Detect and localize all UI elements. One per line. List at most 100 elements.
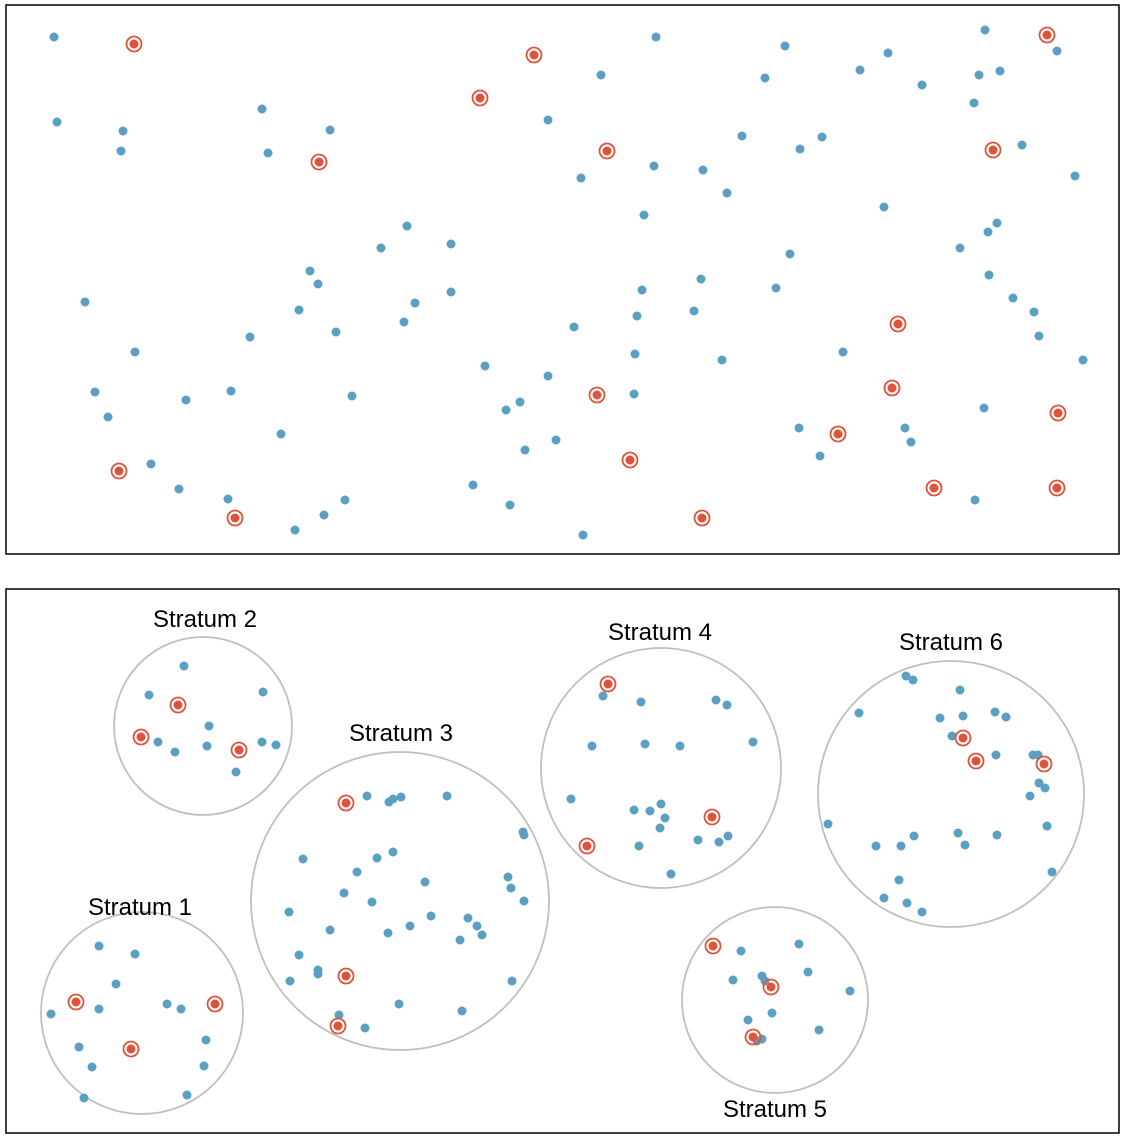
stratum-3-points: [284, 791, 529, 1035]
stratum-point: [179, 661, 189, 671]
population-point: [795, 144, 805, 154]
stratum-4-outline: [540, 647, 782, 889]
selected-point: [525, 46, 543, 64]
stratum-point: [958, 711, 968, 721]
stratum-point: [871, 841, 881, 851]
stratum-selected-point: [337, 967, 355, 985]
stratum-3-label: Stratum 3: [349, 720, 453, 747]
population-point: [446, 239, 456, 249]
selection-ring: [337, 794, 355, 812]
stratum-2-outline: [113, 636, 293, 816]
stratum-point: [79, 1093, 89, 1103]
stratum-point: [360, 1023, 370, 1033]
population-point: [290, 525, 300, 535]
stratum-selected-point: [132, 728, 150, 746]
stratum-point: [722, 700, 732, 710]
stratum-5-points: [704, 937, 855, 1046]
population-point: [955, 243, 965, 253]
population-point: [596, 70, 606, 80]
selected-point: [471, 89, 489, 107]
selected-dot: [230, 513, 240, 523]
selected-point: [925, 479, 943, 497]
stratum-point: [372, 853, 382, 863]
stratum-selected-point: [703, 808, 721, 826]
stratum-point: [1042, 821, 1052, 831]
stratum-point: [384, 797, 394, 807]
population-point: [325, 125, 335, 135]
population-point: [637, 285, 647, 295]
stratum-point: [655, 823, 665, 833]
stratum-point: [917, 907, 927, 917]
selected-dot: [625, 455, 635, 465]
stratum-point: [111, 979, 121, 989]
selected-dot: [475, 93, 485, 103]
population-point: [223, 494, 233, 504]
selected-point: [1049, 404, 1067, 422]
stratum-point: [352, 867, 362, 877]
stratum-point: [285, 976, 295, 986]
stratum-point: [902, 898, 912, 908]
stratum-selected-point: [230, 741, 248, 759]
stratum-selected-point: [578, 837, 596, 855]
population-point: [263, 148, 273, 158]
stratum-point: [896, 841, 906, 851]
stratum-point: [675, 741, 685, 751]
population-point: [917, 80, 927, 90]
population-point: [689, 306, 699, 316]
population-point: [130, 347, 140, 357]
stratum-point: [767, 1008, 777, 1018]
population-point: [1029, 307, 1039, 317]
stratum-point: [1034, 778, 1044, 788]
selection-ring: [1035, 755, 1053, 773]
stratum-point: [87, 1062, 97, 1072]
selected-point: [883, 379, 901, 397]
population-point: [515, 397, 525, 407]
stratum-point: [519, 896, 529, 906]
stratum-point: [935, 713, 945, 723]
population-point: [319, 510, 329, 520]
population-point: [815, 451, 825, 461]
population-point: [760, 73, 770, 83]
selected-dot: [582, 841, 592, 851]
stratum-point: [472, 921, 482, 931]
selection-ring: [310, 153, 328, 171]
population-point: [780, 41, 790, 51]
population-point: [984, 270, 994, 280]
stratum-point: [507, 976, 517, 986]
stratum-point: [794, 939, 804, 949]
stratum-point: [313, 969, 323, 979]
population-point: [331, 327, 341, 337]
stratum-point: [693, 835, 703, 845]
stratum-selected-point: [1035, 755, 1053, 773]
stratum-point: [176, 1004, 186, 1014]
selected-dot: [234, 745, 244, 755]
stratum-point: [990, 707, 1000, 717]
selection-ring: [704, 937, 722, 955]
stratum-selected-point: [122, 1040, 140, 1058]
stratum-point: [1047, 867, 1057, 877]
stratum-point: [325, 925, 335, 935]
selected-dot: [173, 700, 183, 710]
stratum-selected-point: [599, 675, 617, 693]
stratum-point: [506, 883, 516, 893]
stratum-point: [442, 791, 452, 801]
selected-dot: [929, 483, 939, 493]
stratum-3-outline: [250, 751, 550, 1051]
stratum-1: Stratum 1: [40, 894, 244, 1115]
population-point: [992, 218, 1002, 228]
population-point: [980, 25, 990, 35]
population-point: [737, 131, 747, 141]
selected-point: [310, 153, 328, 171]
population-point: [90, 387, 100, 397]
selected-dot: [697, 513, 707, 523]
bottom-panel-frame: [5, 588, 1120, 1134]
stratum-point: [991, 750, 1001, 760]
stratum-1-outline: [40, 911, 244, 1115]
population-point: [632, 311, 642, 321]
selection-ring: [1048, 479, 1066, 497]
population-point: [629, 389, 639, 399]
population-point: [146, 459, 156, 469]
selected-dot: [126, 1044, 136, 1054]
selected-dot: [71, 997, 81, 1007]
population-point: [969, 98, 979, 108]
